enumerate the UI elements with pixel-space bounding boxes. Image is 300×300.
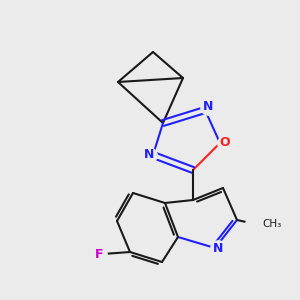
Text: O: O: [220, 136, 230, 149]
Text: N: N: [203, 100, 213, 113]
Text: N: N: [144, 148, 154, 161]
Text: F: F: [95, 248, 103, 260]
Text: N: N: [213, 242, 223, 254]
Text: CH₃: CH₃: [262, 219, 281, 229]
